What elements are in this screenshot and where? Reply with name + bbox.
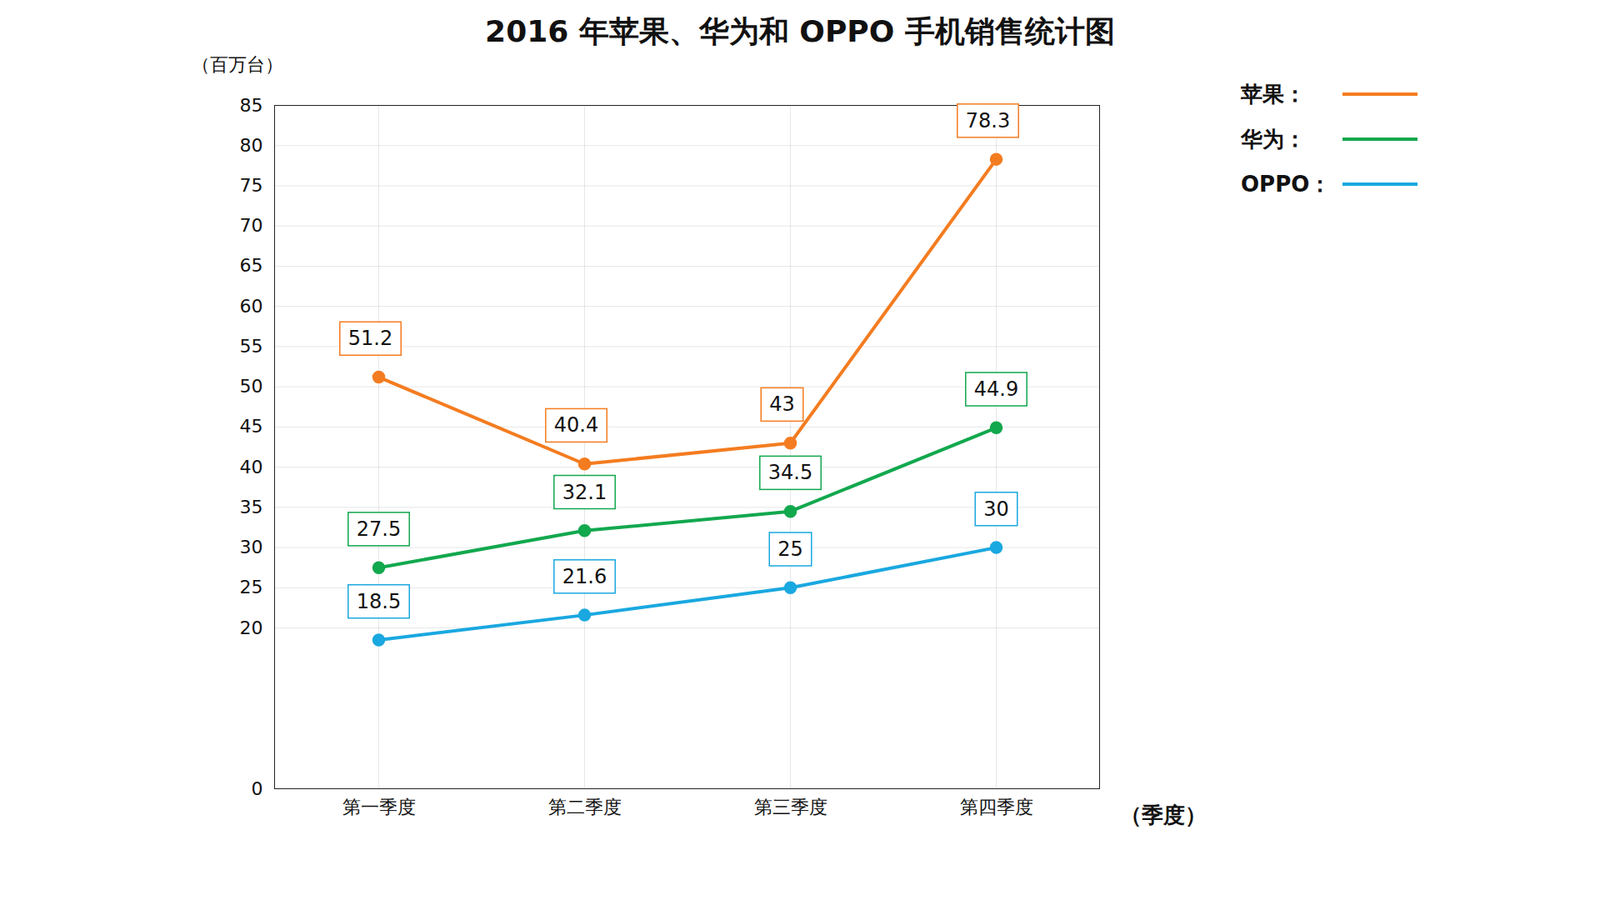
svg-text:30: 30 bbox=[983, 497, 1010, 521]
svg-text:18.5: 18.5 bbox=[356, 590, 401, 614]
svg-text:85: 85 bbox=[240, 95, 264, 116]
svg-text:（百万台）: （百万台） bbox=[191, 55, 284, 75]
svg-text:20: 20 bbox=[240, 617, 264, 639]
svg-text:25: 25 bbox=[240, 576, 264, 598]
svg-text:21.6: 21.6 bbox=[562, 565, 607, 589]
svg-text:43: 43 bbox=[769, 392, 795, 416]
svg-text:35: 35 bbox=[240, 496, 264, 518]
svg-text:（季度）: （季度） bbox=[1120, 802, 1207, 828]
svg-text:40.4: 40.4 bbox=[554, 413, 599, 437]
svg-text:第三季度: 第三季度 bbox=[754, 796, 828, 818]
svg-text:80: 80 bbox=[240, 135, 264, 156]
svg-text:0: 0 bbox=[251, 778, 264, 800]
svg-text:50: 50 bbox=[240, 375, 264, 397]
svg-text:65: 65 bbox=[240, 255, 264, 276]
html-text:华为：: 华为： bbox=[1240, 126, 1306, 152]
svg-text:32.1: 32.1 bbox=[562, 480, 607, 505]
svg-text:51.2: 51.2 bbox=[348, 326, 393, 350]
svg-text:44.9: 44.9 bbox=[974, 377, 1019, 401]
svg-text:34.5: 34.5 bbox=[768, 460, 813, 485]
svg-text:78.3: 78.3 bbox=[965, 109, 1010, 133]
svg-text:25: 25 bbox=[777, 537, 804, 561]
svg-text:40: 40 bbox=[240, 456, 264, 478]
svg-text:第四季度: 第四季度 bbox=[960, 796, 1034, 818]
svg-text:第一季度: 第一季度 bbox=[342, 796, 416, 818]
svg-text:75: 75 bbox=[240, 175, 264, 196]
svg-text:60: 60 bbox=[240, 295, 264, 317]
svg-text:55: 55 bbox=[240, 335, 264, 357]
html-text:OPPO：: OPPO： bbox=[1240, 171, 1332, 197]
html-text:苹果：: 苹果： bbox=[1240, 81, 1306, 107]
svg-text:70: 70 bbox=[240, 215, 264, 236]
svg-text:第二季度: 第二季度 bbox=[548, 796, 622, 818]
svg-text:30: 30 bbox=[240, 536, 264, 558]
svg-text:45: 45 bbox=[240, 415, 264, 437]
html-text:2016 年苹果、华为和 OPPO 手机销售统计图: 2016 年苹果、华为和 OPPO 手机销售统计图 bbox=[485, 14, 1115, 49]
svg-text:27.5: 27.5 bbox=[356, 517, 401, 541]
